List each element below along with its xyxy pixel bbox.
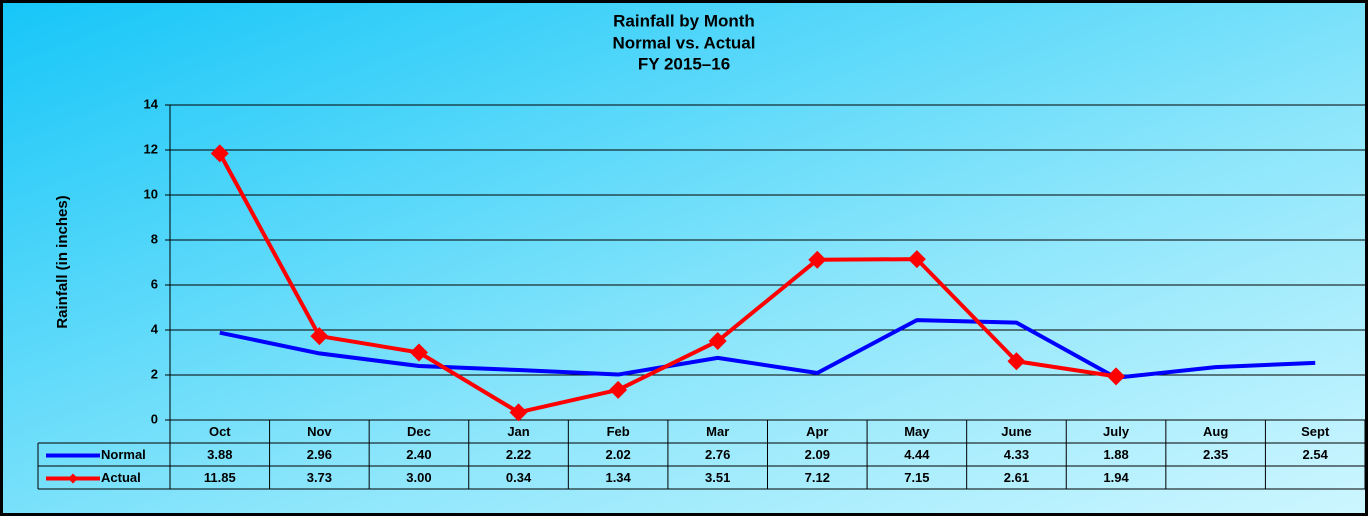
data-table-value: 2.61 bbox=[1004, 470, 1029, 485]
data-table-value: 3.73 bbox=[307, 470, 332, 485]
x-tick-label: Nov bbox=[307, 424, 332, 439]
series-line bbox=[218, 152, 1117, 415]
data-table-value: 2.76 bbox=[705, 447, 730, 462]
series-line bbox=[219, 318, 1316, 380]
chart-title: Rainfall by Month bbox=[613, 11, 755, 30]
point-marker bbox=[1107, 367, 1126, 386]
point-marker bbox=[310, 327, 329, 346]
data-table-value: 2.96 bbox=[307, 447, 332, 462]
data-table-value: 2.02 bbox=[605, 447, 630, 462]
data-table-value: 4.33 bbox=[1004, 447, 1029, 462]
data-table-value: 3.00 bbox=[406, 470, 431, 485]
data-table-value: 3.88 bbox=[207, 447, 232, 462]
x-tick-label: Oct bbox=[209, 424, 231, 439]
y-tick-label: 10 bbox=[144, 186, 158, 201]
point-marker bbox=[409, 343, 428, 362]
x-tick-label: May bbox=[904, 424, 930, 439]
point-marker bbox=[609, 380, 628, 399]
data-table-value: 1.94 bbox=[1103, 470, 1129, 485]
point-marker bbox=[907, 250, 926, 269]
y-tick-label: 8 bbox=[151, 231, 158, 246]
chart-title: FY 2015–16 bbox=[638, 54, 730, 73]
point-marker bbox=[210, 144, 229, 163]
data-table-value: 1.34 bbox=[605, 470, 631, 485]
x-tick-label: Aug bbox=[1203, 424, 1228, 439]
data-table-value: 0.34 bbox=[506, 470, 532, 485]
data-table-value: 2.35 bbox=[1203, 447, 1228, 462]
data-table-value: 2.22 bbox=[506, 447, 531, 462]
y-tick-label: 2 bbox=[151, 366, 158, 381]
data-table-value: 2.40 bbox=[406, 447, 431, 462]
data-table-value: 7.12 bbox=[805, 470, 830, 485]
y-axis-label: Rainfall (in inches) bbox=[54, 195, 71, 328]
legend-key bbox=[68, 473, 78, 484]
point-marker bbox=[1007, 352, 1026, 371]
y-tick-label: 6 bbox=[151, 276, 158, 291]
point-marker bbox=[509, 403, 528, 422]
y-tick-label: 12 bbox=[144, 141, 158, 156]
chart-title: Normal vs. Actual bbox=[613, 33, 756, 52]
y-tick-label: 4 bbox=[151, 321, 159, 336]
data-table-value: 1.88 bbox=[1103, 447, 1128, 462]
data-table-value: 2.09 bbox=[805, 447, 830, 462]
x-tick-label: Mar bbox=[706, 424, 729, 439]
point-marker bbox=[808, 250, 827, 269]
data-table-value: 7.15 bbox=[904, 470, 929, 485]
legend-label: Actual bbox=[101, 470, 141, 485]
x-tick-label: Jan bbox=[507, 424, 529, 439]
data-table-value: 3.51 bbox=[705, 470, 730, 485]
x-tick-label: Dec bbox=[407, 424, 431, 439]
y-tick-label: 14 bbox=[144, 96, 159, 111]
data-table-value: 2.54 bbox=[1303, 447, 1329, 462]
x-tick-label: July bbox=[1103, 424, 1130, 439]
x-tick-label: Sept bbox=[1301, 424, 1330, 439]
data-table-value: 4.44 bbox=[904, 447, 930, 462]
x-tick-label: Feb bbox=[607, 424, 630, 439]
legend-label: Normal bbox=[101, 447, 146, 462]
data-table-value: 11.85 bbox=[204, 470, 236, 485]
y-tick-label: 0 bbox=[151, 411, 158, 426]
x-tick-label: June bbox=[1001, 424, 1031, 439]
point-marker bbox=[708, 332, 727, 351]
x-tick-label: Apr bbox=[806, 424, 828, 439]
